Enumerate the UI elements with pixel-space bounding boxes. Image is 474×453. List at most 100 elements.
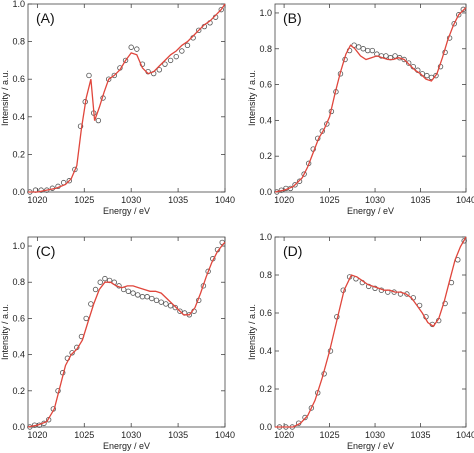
y-tick-label: 0.4 — [259, 346, 272, 356]
data-point — [134, 46, 140, 52]
data-point — [196, 27, 202, 34]
y-axis-label: Intensity / a.u. — [247, 304, 257, 360]
data-point — [392, 53, 398, 59]
data-point — [461, 238, 467, 244]
data-point — [442, 300, 448, 307]
data-point — [292, 182, 298, 188]
y-tick-label: 0.0 — [259, 422, 272, 432]
data-point — [308, 405, 315, 411]
data-point — [274, 189, 280, 195]
data-point — [218, 6, 224, 13]
fit-line — [28, 3, 226, 193]
data-point — [167, 303, 174, 309]
data-point — [153, 297, 160, 304]
x-tick-label: 1040 — [456, 430, 474, 440]
data-point — [460, 6, 466, 13]
y-tick-label: 1.0 — [12, 0, 25, 9]
y-tick-label: 0.6 — [259, 308, 272, 318]
data-point — [369, 47, 376, 54]
panel-label: (B) — [283, 10, 302, 26]
data-point — [97, 279, 103, 285]
data-point — [301, 171, 307, 177]
data-point — [95, 117, 102, 124]
fit-line — [274, 7, 467, 193]
y-tick-label: 0.4 — [12, 112, 25, 122]
data-point — [163, 301, 169, 307]
x-tick-label: 1030 — [121, 430, 141, 440]
data-point — [365, 283, 372, 290]
y-tick-label: 0.4 — [12, 350, 25, 360]
y-tick-label: 1.0 — [259, 232, 272, 242]
data-point — [156, 67, 163, 73]
y-tick-label: 0.0 — [12, 187, 25, 197]
x-tick-label: 1025 — [74, 195, 94, 205]
panel-2: 1020 1025 1030 1035 1040 0.0 0.2 0.4 0.6 0.8 1.0 En… — [0, 236, 235, 451]
y-tick-label: 0.8 — [259, 44, 272, 54]
x-axis-label: Energy / eV — [347, 206, 394, 216]
plot-frame — [274, 3, 467, 193]
y-tick-label: 0.6 — [12, 74, 25, 84]
x-tick-label: 1040 — [215, 430, 235, 440]
data-point — [130, 290, 136, 296]
data-point — [451, 20, 457, 27]
y-tick-label: 0.2 — [259, 384, 272, 394]
data-point — [302, 414, 308, 421]
data-point — [406, 60, 412, 66]
panel-0: 1020 1025 1030 1035 1040 0.0 0.2 0.4 0.6 0.8 1.0 En… — [0, 0, 235, 216]
data-point — [456, 12, 462, 18]
x-tick-label: 1025 — [320, 195, 340, 205]
x-axis-label: Energy / eV — [347, 441, 394, 451]
data-point — [179, 48, 185, 54]
y-axis-label: Intensity / a.u. — [0, 70, 10, 126]
x-tick-label: 1030 — [365, 430, 385, 440]
data-point — [360, 46, 366, 52]
x-tick-label: 1035 — [168, 430, 188, 440]
x-axis-label: Energy / eV — [103, 206, 150, 216]
data-point — [355, 44, 362, 50]
x-tick-label: 1020 — [274, 195, 294, 205]
x-tick-label: 1025 — [320, 430, 340, 440]
panel-1: 1020 1025 1030 1035 1040 0.0 0.2 0.4 0.6 0.8 1.0 En… — [247, 3, 474, 216]
data-point — [383, 53, 389, 59]
x-tick-label: 1020 — [27, 195, 47, 205]
data-point — [162, 61, 168, 67]
data-point — [139, 294, 146, 300]
fit-line — [275, 236, 467, 428]
data-point — [86, 72, 92, 79]
y-tick-label: 0.6 — [12, 313, 25, 323]
plot-frame — [27, 3, 226, 193]
y-tick-label: 0.6 — [259, 80, 272, 90]
data-point — [433, 72, 439, 79]
x-tick-label: 1030 — [365, 195, 385, 205]
x-tick-label: 1025 — [74, 430, 94, 440]
y-tick-label: 0.8 — [259, 270, 272, 280]
plot-frame — [274, 236, 467, 428]
panel-3: 1020 1025 1030 1035 1040 0.0 0.2 0.4 0.6 0.8 1.0 En… — [247, 232, 474, 451]
data-point — [177, 308, 183, 314]
data-point — [144, 294, 150, 300]
data-point — [158, 299, 164, 305]
y-tick-label: 0.8 — [12, 277, 25, 287]
data-point — [128, 44, 134, 50]
data-point — [77, 123, 84, 129]
data-point — [184, 42, 191, 49]
x-tick-label: 1020 — [274, 430, 294, 440]
data-point — [424, 72, 430, 79]
y-tick-label: 0.2 — [259, 151, 272, 161]
plot-frame — [27, 236, 226, 428]
panel-label: (A) — [36, 10, 55, 26]
x-tick-label: 1040 — [215, 195, 235, 205]
data-point — [365, 47, 371, 54]
data-point — [83, 315, 89, 322]
x-tick-label: 1035 — [411, 195, 431, 205]
data-point — [167, 57, 174, 64]
y-tick-label: 1.0 — [12, 241, 25, 251]
x-tick-label: 1035 — [168, 195, 188, 205]
data-point — [401, 56, 407, 63]
data-point — [27, 424, 33, 430]
y-axis-label: Intensity / a.u. — [0, 304, 10, 360]
y-tick-label: 0.0 — [12, 422, 25, 432]
x-tick-label: 1020 — [27, 430, 47, 440]
